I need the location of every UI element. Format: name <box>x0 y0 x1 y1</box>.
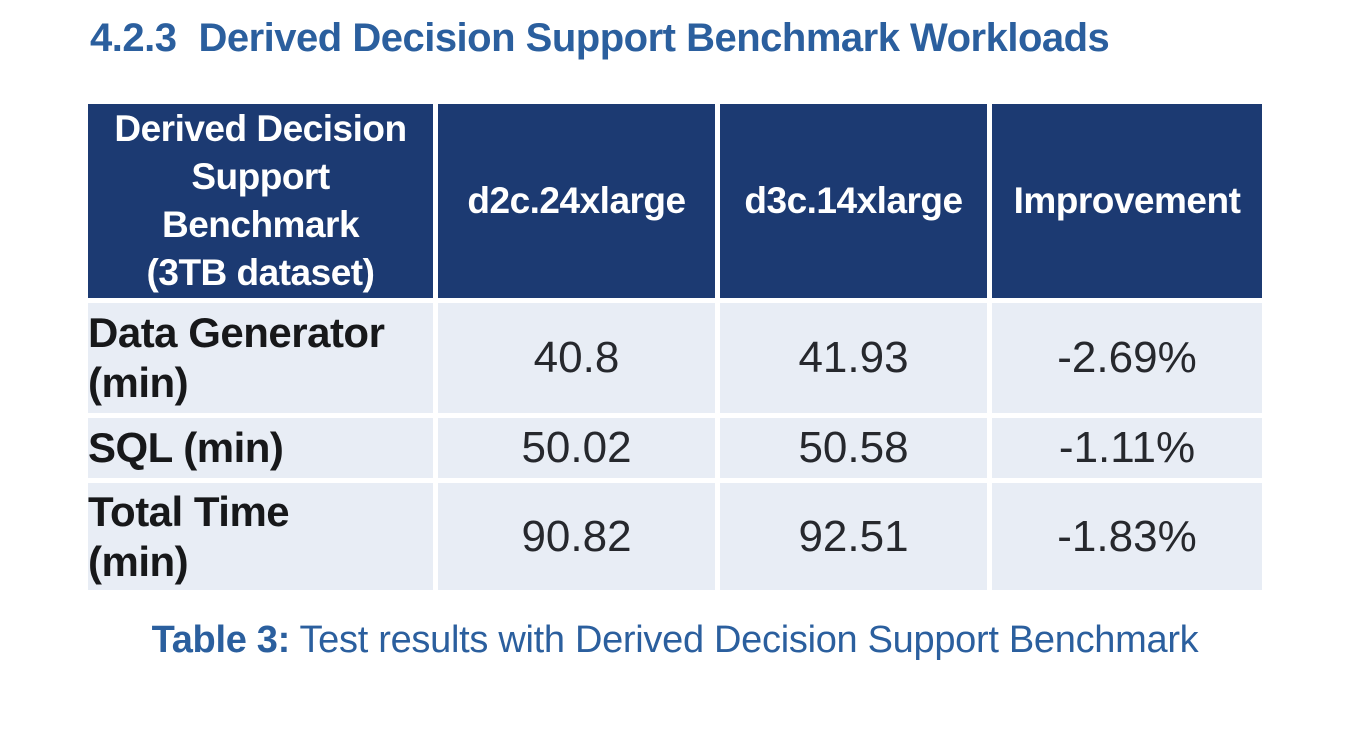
value-total-time-improvement: -1.83% <box>992 483 1262 590</box>
header-d2c-24xlarge: d2c.24xlarge <box>438 104 715 298</box>
section-heading: 4.2.3 Derived Decision Support Benchmark … <box>90 16 1110 61</box>
table-row-total-time: Total Time (min) 90.82 92.51 -1.83% <box>88 483 1262 590</box>
table-row-data-generator: Data Generator (min) 40.8 41.93 -2.69% <box>88 303 1262 413</box>
table-caption-label: Table 3: <box>151 619 291 661</box>
row-label-line: (min) <box>88 537 189 585</box>
value-data-generator-improvement: -2.69% <box>992 303 1262 413</box>
header-improvement: Improvement <box>992 104 1262 298</box>
value-data-generator-d2c: 40.8 <box>438 303 715 413</box>
table-caption-text: Test results with Derived Decision Suppo… <box>299 619 1199 661</box>
section-number: 4.2.3 <box>90 16 177 60</box>
row-label-line: (min) <box>88 359 189 406</box>
benchmark-table-wrapper: Derived Decision Support Benchmark (3TB … <box>83 99 1267 595</box>
table-caption: Table 3: Test results with Derived Decisi… <box>88 615 1262 665</box>
row-label-data-generator: Data Generator (min) <box>88 303 433 413</box>
benchmark-table: Derived Decision Support Benchmark (3TB … <box>83 99 1267 595</box>
header-metric-line: Derived Decision <box>114 108 407 149</box>
value-sql-d2c: 50.02 <box>438 418 715 478</box>
table-header-row: Derived Decision Support Benchmark (3TB … <box>88 104 1262 298</box>
row-label-total-time: Total Time (min) <box>88 483 433 590</box>
value-total-time-d2c: 90.82 <box>438 483 715 590</box>
table-caption-inner: Table 3: Test results with Derived Decisi… <box>135 615 1215 665</box>
section-title: Derived Decision Support Benchmark Workl… <box>198 16 1110 60</box>
header-metric: Derived Decision Support Benchmark (3TB … <box>88 104 433 298</box>
value-data-generator-d3c: 41.93 <box>720 303 987 413</box>
row-label-line: SQL (min) <box>88 424 284 471</box>
value-sql-improvement: -1.11% <box>992 418 1262 478</box>
header-d3c-14xlarge: d3c.14xlarge <box>720 104 987 298</box>
value-sql-d3c: 50.58 <box>720 418 987 478</box>
value-total-time-d3c: 92.51 <box>720 483 987 590</box>
table-row-sql: SQL (min) 50.02 50.58 -1.11% <box>88 418 1262 478</box>
row-label-line: Total Time <box>88 487 290 535</box>
row-label-sql: SQL (min) <box>88 418 433 478</box>
row-label-line: Data Generator <box>88 309 385 356</box>
header-metric-line: (3TB dataset) <box>146 252 375 293</box>
header-metric-line: Benchmark <box>161 204 360 245</box>
header-metric-line: Support <box>191 156 330 197</box>
